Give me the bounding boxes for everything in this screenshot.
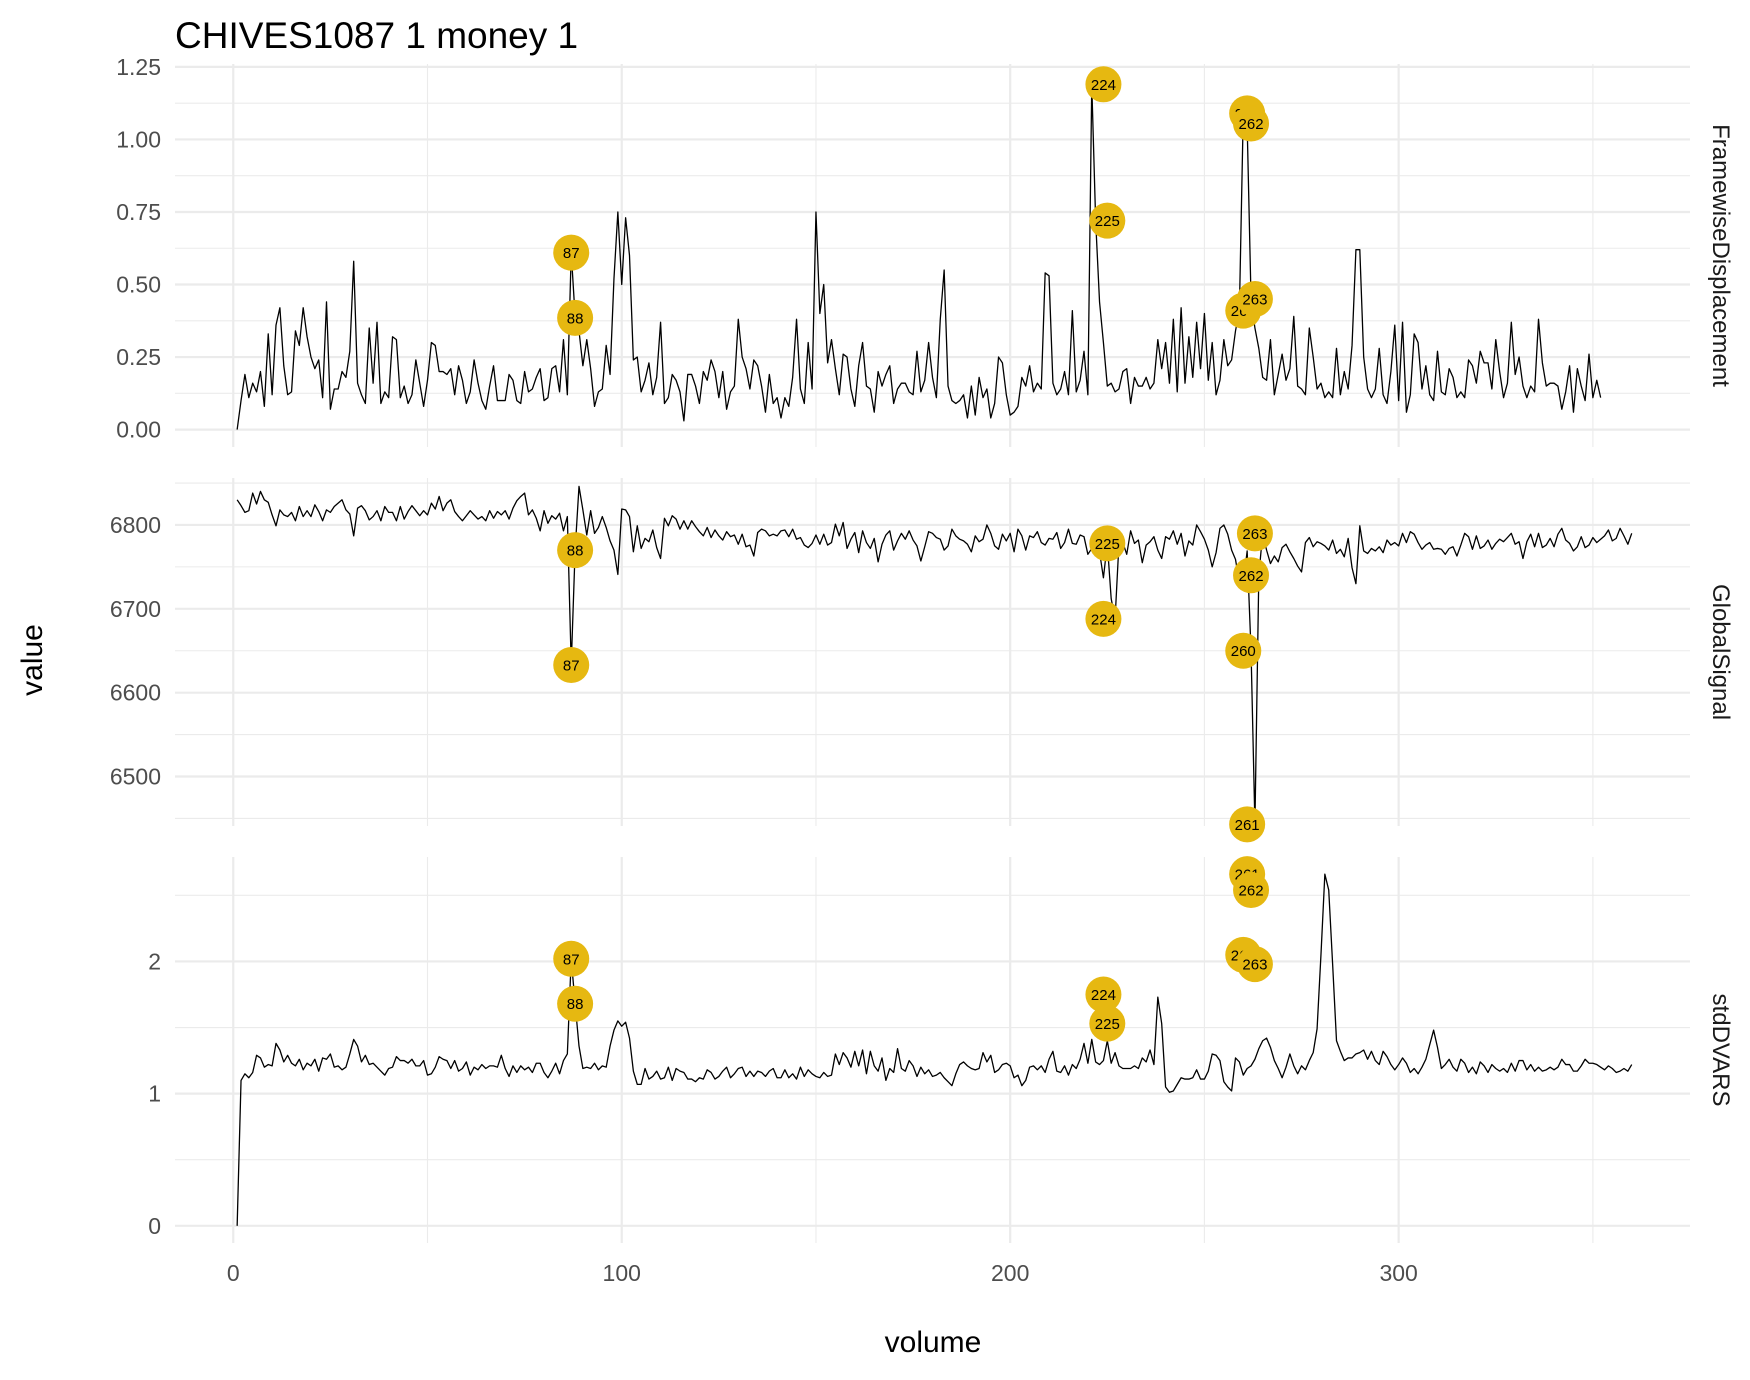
flag-marker [1085, 600, 1122, 637]
flag-marker [557, 985, 594, 1022]
y-tick-label: 0.00 [116, 417, 161, 443]
y-tick-label: 0.25 [116, 344, 161, 370]
flag-marker [1085, 66, 1122, 103]
grid-layer [175, 64, 1690, 1243]
outlier-flag: 262 [1233, 105, 1270, 142]
facet-strip-label: FramewiseDisplacement [1707, 124, 1734, 387]
outlier-flag: 87 [553, 234, 590, 271]
flag-label: 263 [1242, 526, 1267, 543]
flag-label: 260 [1231, 643, 1256, 660]
outlier-flag: 224 [1085, 66, 1122, 103]
flag-label: 87 [563, 951, 580, 968]
y-tick-label: 0.50 [116, 272, 161, 298]
outlier-flag: 224 [1085, 976, 1122, 1013]
y-tick-label: 1.00 [116, 126, 161, 152]
flag-marker [553, 940, 590, 977]
x-tick-label: 0 [227, 1260, 240, 1286]
flag-label: 87 [563, 245, 580, 262]
flag-label: 225 [1095, 536, 1120, 553]
y-tick-label: 0 [148, 1213, 161, 1239]
x-tick-label: 200 [991, 1260, 1029, 1286]
flag-label: 87 [563, 657, 580, 674]
flag-label: 224 [1091, 987, 1116, 1004]
flag-marker [553, 646, 590, 683]
flag-marker [1233, 872, 1270, 909]
trace-layer [236, 83, 1633, 1226]
outlier-flag: 260 [1225, 632, 1262, 669]
outlier-flag: 88 [557, 985, 594, 1022]
flag-marker [1233, 557, 1270, 594]
flag-marker [1225, 632, 1262, 669]
y-tick-label: 6600 [110, 680, 161, 706]
x-tick-label: 100 [603, 1260, 641, 1286]
outlier-flag: 225 [1089, 525, 1126, 562]
flag-label: 225 [1095, 213, 1120, 230]
outlier-flag: 224 [1085, 600, 1122, 637]
flag-label: 224 [1091, 77, 1116, 94]
y-tick-label: 6500 [110, 764, 161, 790]
flag-layer: 87 88 224 225 261 262 260 263 88 87 225 224 263 262 26… [553, 66, 1273, 1042]
outlier-flag: 262 [1233, 872, 1270, 909]
x-axis-title: volume [885, 1326, 982, 1359]
flag-label: 88 [567, 543, 584, 560]
flag-marker [1229, 806, 1266, 843]
flag-label: 88 [567, 310, 584, 327]
outlier-flag: 87 [553, 646, 590, 683]
facet-strip-label: GlobalSignal [1707, 584, 1734, 720]
outlier-flag: 263 [1236, 515, 1273, 552]
outlier-flag: 263 [1236, 946, 1273, 983]
x-tick-label: 300 [1379, 1260, 1417, 1286]
outlier-flag: 261 [1229, 806, 1266, 843]
flag-label: 225 [1095, 1016, 1120, 1033]
flag-marker [1236, 281, 1273, 318]
series-line-stdDVARS [236, 873, 1633, 1226]
outlier-flag: 87 [553, 940, 590, 977]
y-tick-label: 6700 [110, 596, 161, 622]
flag-label: 262 [1239, 883, 1264, 900]
label-layer: 0.00 0.25 0.50 0.75 1.00 1.25 FramewiseDisplac… [110, 54, 1734, 1286]
flag-label: 263 [1242, 957, 1267, 974]
series-line-FramewiseDisplacement [236, 83, 1602, 430]
flag-marker [1089, 202, 1126, 239]
outlier-flag: 88 [557, 299, 594, 336]
flag-label: 261 [1235, 817, 1260, 834]
chart-title: CHIVES1087 1 money 1 [175, 15, 578, 56]
y-tick-label: 1 [148, 1081, 161, 1107]
flag-label: 262 [1239, 116, 1264, 133]
flag-marker [1236, 946, 1273, 983]
y-axis-title: value [16, 624, 49, 696]
flag-label: 262 [1239, 568, 1264, 585]
outlier-flag: 225 [1089, 202, 1126, 239]
outlier-flag: 262 [1233, 557, 1270, 594]
y-tick-label: 2 [148, 948, 161, 974]
flag-marker [1236, 515, 1273, 552]
flag-label: 88 [567, 996, 584, 1013]
flag-label: 224 [1091, 611, 1116, 628]
flag-marker [1233, 105, 1270, 142]
outlier-flag: 263 [1236, 281, 1273, 318]
flag-marker [553, 234, 590, 271]
outlier-flag: 88 [557, 532, 594, 569]
facet-strip-label: stdDVARS [1707, 994, 1734, 1107]
outlier-flag: 225 [1089, 1005, 1126, 1042]
y-tick-label: 0.75 [116, 199, 161, 225]
flag-marker [1089, 525, 1126, 562]
y-tick-label: 1.25 [116, 54, 161, 80]
flag-label: 263 [1242, 292, 1267, 309]
y-tick-label: 6800 [110, 512, 161, 538]
flag-marker [1089, 1005, 1126, 1042]
series-line-GlobalSignal [236, 485, 1633, 825]
flag-marker [557, 299, 594, 336]
flag-marker [557, 532, 594, 569]
flag-marker [1085, 976, 1122, 1013]
